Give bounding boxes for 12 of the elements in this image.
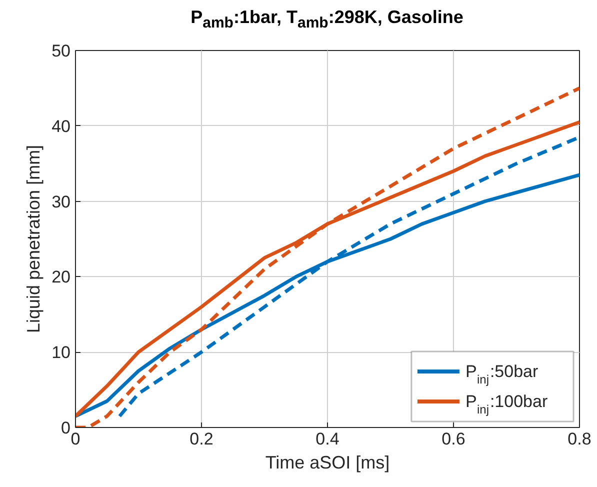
y-tick-label: 40 [52,116,71,136]
x-axis-title: Time aSOI [ms] [265,452,390,472]
x-tick-label: 0.2 [190,430,214,448]
chart-title: P$_{amb}$:1bar, T$_{amb}$:298K, Gasoline [190,6,464,34]
x-tick-label: 0.4 [316,430,340,448]
y-tick-label: 50 [52,42,71,60]
y-tick-label: 30 [52,192,71,212]
y-axis-title: Liquid penetration [mm] [24,144,44,334]
x-tick-label: 0.8 [568,430,592,448]
y-tick-label: 20 [52,268,71,287]
y-tick-label: 10 [52,343,71,362]
x-tick-label: 0.6 [442,430,466,448]
